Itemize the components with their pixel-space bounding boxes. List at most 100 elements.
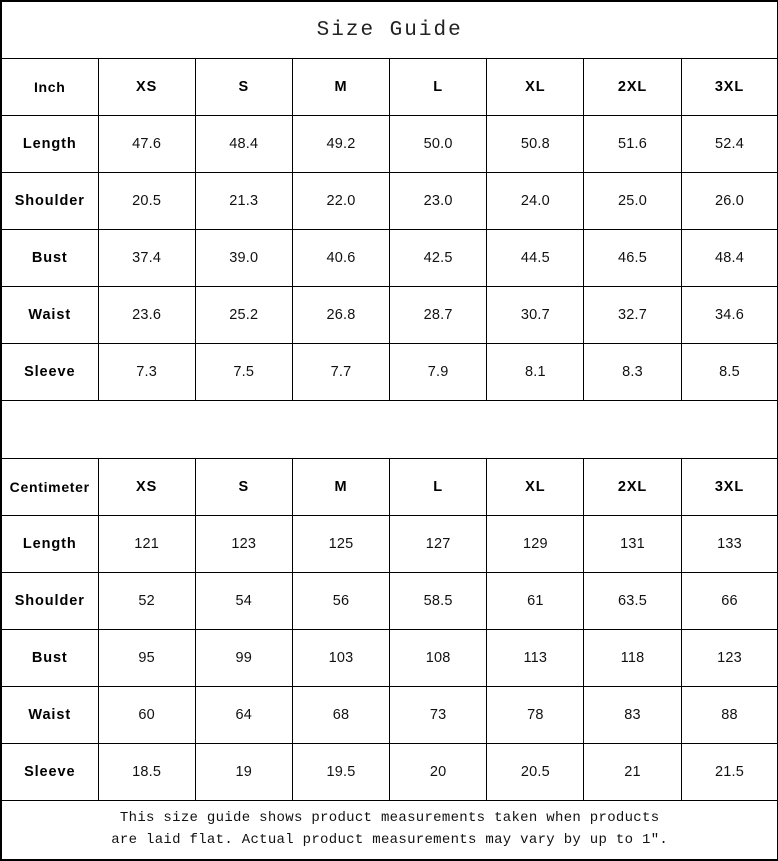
- cell-cm-waist-m: 68: [291, 686, 391, 744]
- cell-inch-sleeve-l: 7.9: [389, 343, 488, 401]
- row-label-bust-inch: Bust: [0, 229, 99, 287]
- page-title: Size Guide: [0, 0, 778, 59]
- cell-inch-waist-l: 28.7: [389, 286, 488, 344]
- table-row: Bust 95 99 103 108 113 118 123: [0, 629, 778, 687]
- row-label-sleeve-cm: Sleeve: [0, 743, 99, 801]
- cell-cm-bust-s: 99: [194, 629, 293, 687]
- unit-label-centimeter: Centimeter: [0, 458, 99, 516]
- cell-cm-shoulder-l: 58.5: [389, 572, 488, 630]
- table-row: Waist 23.6 25.2 26.8 28.7 30.7 32.7 34.6: [0, 286, 778, 344]
- size-header-cm-m: M: [291, 458, 391, 516]
- table-row: Length 47.6 48.4 49.2 50.0 50.8 51.6 52.…: [0, 115, 778, 173]
- cell-cm-waist-2xl: 83: [583, 686, 682, 744]
- cell-cm-length-2xl: 131: [583, 515, 682, 573]
- cell-inch-sleeve-2xl: 8.3: [583, 343, 682, 401]
- cell-cm-bust-l: 108: [389, 629, 488, 687]
- cell-cm-bust-m: 103: [291, 629, 391, 687]
- cell-inch-shoulder-2xl: 25.0: [583, 172, 682, 230]
- cell-inch-shoulder-xl: 24.0: [486, 172, 585, 230]
- cell-cm-length-s: 123: [194, 515, 293, 573]
- cell-inch-length-xl: 50.8: [486, 115, 585, 173]
- cell-inch-waist-m: 26.8: [291, 286, 391, 344]
- cell-inch-shoulder-s: 21.3: [194, 172, 293, 230]
- cell-inch-length-3xl: 52.4: [680, 115, 778, 173]
- cell-cm-sleeve-xl: 20.5: [486, 743, 585, 801]
- cell-inch-shoulder-3xl: 26.0: [680, 172, 778, 230]
- cell-cm-sleeve-3xl: 21.5: [680, 743, 778, 801]
- cell-inch-waist-xs: 23.6: [97, 286, 196, 344]
- cell-inch-sleeve-s: 7.5: [194, 343, 293, 401]
- cell-inch-sleeve-xl: 8.1: [486, 343, 585, 401]
- size-header-cm-3xl: 3XL: [680, 458, 778, 516]
- cell-inch-bust-2xl: 46.5: [583, 229, 682, 287]
- title-row: Size Guide: [0, 0, 778, 59]
- note-line-1: This size guide shows product measuremen…: [119, 810, 660, 827]
- cell-inch-sleeve-xs: 7.3: [97, 343, 196, 401]
- size-guide-note: This size guide shows product measuremen…: [0, 800, 778, 861]
- row-label-waist-cm: Waist: [0, 686, 99, 744]
- cell-inch-bust-xs: 37.4: [97, 229, 196, 287]
- cell-inch-waist-s: 25.2: [194, 286, 293, 344]
- table-row: Shoulder 52 54 56 58.5 61 63.5 66: [0, 572, 778, 630]
- cell-cm-waist-3xl: 88: [680, 686, 778, 744]
- size-header-3xl: 3XL: [680, 58, 778, 116]
- cell-cm-waist-l: 73: [389, 686, 488, 744]
- cell-cm-shoulder-s: 54: [194, 572, 293, 630]
- size-header-l: L: [389, 58, 488, 116]
- size-header-cm-l: L: [389, 458, 488, 516]
- cell-cm-waist-s: 64: [194, 686, 293, 744]
- row-label-sleeve-inch: Sleeve: [0, 343, 99, 401]
- cell-inch-bust-3xl: 48.4: [680, 229, 778, 287]
- cell-inch-sleeve-m: 7.7: [291, 343, 391, 401]
- size-header-m: M: [291, 58, 391, 116]
- size-header-2xl: 2XL: [583, 58, 682, 116]
- cell-inch-length-s: 48.4: [194, 115, 293, 173]
- row-label-shoulder-inch: Shoulder: [0, 172, 99, 230]
- cell-cm-shoulder-2xl: 63.5: [583, 572, 682, 630]
- row-label-bust-cm: Bust: [0, 629, 99, 687]
- cell-cm-sleeve-m: 19.5: [291, 743, 391, 801]
- cell-cm-shoulder-xs: 52: [97, 572, 196, 630]
- cell-cm-sleeve-s: 19: [194, 743, 293, 801]
- cell-cm-shoulder-xl: 61: [486, 572, 585, 630]
- inch-header-row: Inch XS S M L XL 2XL 3XL: [0, 58, 778, 116]
- unit-label-inch: Inch: [0, 58, 99, 116]
- cell-cm-sleeve-2xl: 21: [583, 743, 682, 801]
- table-row: Length 121 123 125 127 129 131 133: [0, 515, 778, 573]
- footnote-row: This size guide shows product measuremen…: [0, 800, 778, 861]
- cell-inch-length-xs: 47.6: [97, 115, 196, 173]
- cell-cm-length-m: 125: [291, 515, 391, 573]
- cell-inch-length-l: 50.0: [389, 115, 488, 173]
- cell-inch-bust-xl: 44.5: [486, 229, 585, 287]
- table-row: Shoulder 20.5 21.3 22.0 23.0 24.0 25.0 2…: [0, 172, 778, 230]
- cell-cm-length-xs: 121: [97, 515, 196, 573]
- cell-cm-length-xl: 129: [486, 515, 585, 573]
- size-header-cm-xs: XS: [97, 458, 196, 516]
- cell-cm-waist-xs: 60: [97, 686, 196, 744]
- cell-cm-bust-xl: 113: [486, 629, 585, 687]
- cell-inch-shoulder-l: 23.0: [389, 172, 488, 230]
- row-label-waist-inch: Waist: [0, 286, 99, 344]
- cell-cm-shoulder-m: 56: [291, 572, 391, 630]
- cell-cm-length-l: 127: [389, 515, 488, 573]
- cell-inch-bust-m: 40.6: [291, 229, 391, 287]
- size-header-s: S: [194, 58, 293, 116]
- cell-inch-length-2xl: 51.6: [583, 115, 682, 173]
- row-label-shoulder-cm: Shoulder: [0, 572, 99, 630]
- cell-cm-bust-2xl: 118: [583, 629, 682, 687]
- cell-inch-shoulder-xs: 20.5: [97, 172, 196, 230]
- note-line-2: are laid flat. Actual product measuremen…: [111, 832, 669, 848]
- size-header-cm-s: S: [194, 458, 293, 516]
- cell-cm-sleeve-l: 20: [389, 743, 488, 801]
- row-label-length-cm: Length: [0, 515, 99, 573]
- table-row: Bust 37.4 39.0 40.6 42.5 44.5 46.5 48.4: [0, 229, 778, 287]
- cell-cm-bust-3xl: 123: [680, 629, 778, 687]
- size-header-cm-xl: XL: [486, 458, 585, 516]
- size-header-cm-2xl: 2XL: [583, 458, 682, 516]
- table-spacer-row: [0, 400, 778, 459]
- table-row: Sleeve 18.5 19 19.5 20 20.5 21 21.5: [0, 743, 778, 801]
- cell-cm-bust-xs: 95: [97, 629, 196, 687]
- cell-inch-sleeve-3xl: 8.5: [680, 343, 778, 401]
- table-row: Sleeve 7.3 7.5 7.7 7.9 8.1 8.3 8.5: [0, 343, 778, 401]
